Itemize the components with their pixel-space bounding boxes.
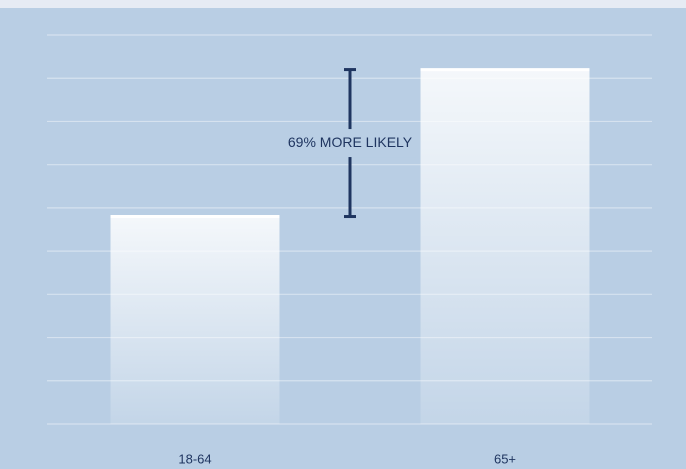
x-tick-label: 18-64 <box>178 451 211 466</box>
x-tick-label: 65+ <box>494 451 516 466</box>
top-strip <box>0 0 686 8</box>
bar <box>420 69 590 425</box>
annotation: 69% MORE LIKELY <box>288 134 413 150</box>
annotation-bg <box>284 129 416 158</box>
bar <box>110 216 280 424</box>
